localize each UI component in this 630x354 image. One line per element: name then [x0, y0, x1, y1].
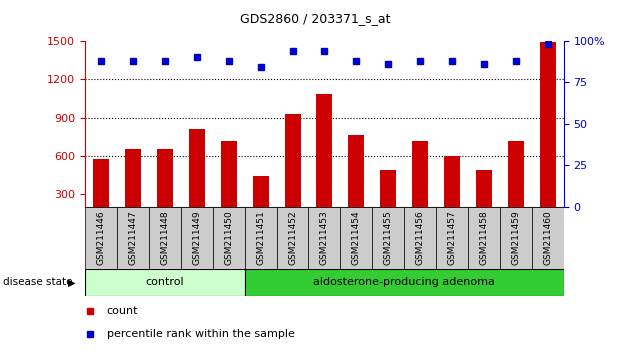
- Text: GSM211456: GSM211456: [416, 210, 425, 265]
- Bar: [404, 207, 436, 269]
- Bar: [189, 129, 205, 233]
- Bar: [309, 207, 340, 269]
- Bar: [508, 141, 524, 233]
- Bar: [540, 42, 556, 233]
- Bar: [220, 141, 237, 233]
- Bar: [93, 159, 109, 233]
- Text: GSM211460: GSM211460: [544, 210, 553, 265]
- Text: GDS2860 / 203371_s_at: GDS2860 / 203371_s_at: [240, 12, 390, 25]
- Bar: [532, 207, 564, 269]
- Text: GSM211450: GSM211450: [224, 210, 233, 265]
- Bar: [340, 207, 372, 269]
- Bar: [277, 207, 309, 269]
- Bar: [253, 176, 268, 233]
- Bar: [436, 207, 468, 269]
- Text: GSM211447: GSM211447: [129, 210, 137, 265]
- Bar: [316, 95, 333, 233]
- Text: control: control: [146, 277, 184, 287]
- Text: GSM211453: GSM211453: [320, 210, 329, 265]
- Bar: [285, 114, 301, 233]
- Bar: [372, 207, 404, 269]
- Text: aldosterone-producing adenoma: aldosterone-producing adenoma: [313, 277, 495, 287]
- Bar: [381, 170, 396, 233]
- Text: disease state: disease state: [3, 277, 72, 287]
- Bar: [244, 269, 564, 296]
- Text: ▶: ▶: [68, 277, 76, 287]
- Bar: [117, 207, 149, 269]
- Bar: [444, 156, 460, 233]
- Text: GSM211457: GSM211457: [448, 210, 457, 265]
- Bar: [213, 207, 244, 269]
- Bar: [149, 207, 181, 269]
- Text: percentile rank within the sample: percentile rank within the sample: [106, 329, 294, 339]
- Bar: [157, 149, 173, 233]
- Bar: [125, 149, 141, 233]
- Text: GSM211446: GSM211446: [96, 210, 105, 265]
- Bar: [468, 207, 500, 269]
- Bar: [85, 207, 117, 269]
- Bar: [244, 207, 277, 269]
- Bar: [348, 136, 364, 233]
- Text: count: count: [106, 306, 138, 316]
- Bar: [412, 141, 428, 233]
- Text: GSM211459: GSM211459: [512, 210, 520, 265]
- Text: GSM211451: GSM211451: [256, 210, 265, 265]
- Text: GSM211448: GSM211448: [161, 210, 169, 265]
- Text: GSM211452: GSM211452: [288, 210, 297, 265]
- Text: GSM211458: GSM211458: [479, 210, 488, 265]
- Bar: [500, 207, 532, 269]
- Bar: [181, 207, 213, 269]
- Text: GSM211454: GSM211454: [352, 210, 361, 265]
- Text: GSM211449: GSM211449: [192, 210, 201, 265]
- Text: GSM211455: GSM211455: [384, 210, 392, 265]
- Bar: [476, 170, 492, 233]
- Bar: [85, 269, 244, 296]
